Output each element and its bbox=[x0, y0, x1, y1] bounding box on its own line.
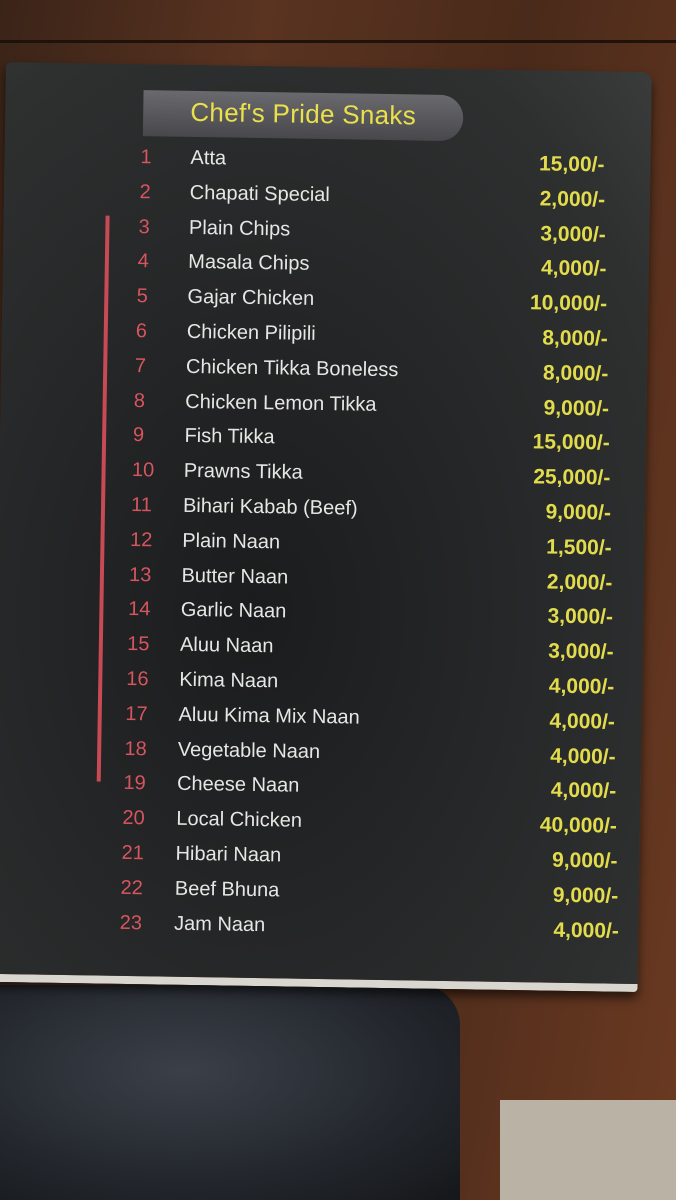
menu-item: 21 Hibari Naan 9,000/- bbox=[0, 840, 640, 880]
item-number: 16 bbox=[126, 667, 149, 691]
menu-item: 4 Masala Chips 4,000/- bbox=[3, 248, 649, 288]
item-name: Chapati Special bbox=[189, 181, 331, 206]
item-number: 23 bbox=[119, 911, 143, 934]
menu-item: 17 Aluu Kima Mix Naan 4,000/- bbox=[0, 701, 642, 741]
item-price: 2,000/- bbox=[546, 570, 613, 595]
menu-item: 8 Chicken Lemon Tikka 9,000/- bbox=[0, 388, 646, 428]
item-name: Jam Naan bbox=[173, 912, 266, 936]
item-number: 8 bbox=[133, 389, 146, 412]
item-number: 14 bbox=[128, 598, 151, 621]
item-price: 25,000/- bbox=[533, 465, 611, 490]
item-price: 1,500/- bbox=[546, 535, 612, 560]
item-name: Aluu Naan bbox=[179, 633, 274, 658]
item-number: 18 bbox=[124, 737, 147, 760]
item-name: Chicken Tikka Boneless bbox=[185, 355, 399, 381]
menu-item: 22 Beef Bhuna 9,000/- bbox=[0, 875, 639, 915]
item-price: 8,000/- bbox=[542, 326, 608, 351]
item-number: 12 bbox=[129, 528, 153, 552]
item-price: 4,000/- bbox=[550, 779, 617, 804]
menu-item: 11 Bihari Kabab (Beef) 9,000/- bbox=[0, 492, 645, 532]
item-number: 7 bbox=[134, 354, 147, 378]
menu-item: 3 Plain Chips 3,000/- bbox=[3, 214, 649, 254]
menu-item: 14 Garlic Naan 3,000/- bbox=[0, 596, 644, 636]
item-number: 19 bbox=[123, 772, 146, 795]
item-name: Plain Naan bbox=[182, 529, 281, 554]
item-price: 9,000/- bbox=[552, 883, 619, 908]
item-price: 3,000/- bbox=[548, 639, 614, 664]
menu-card: Chef's Pride Snaks 1 Atta 15,00/- 2 Chapati … bbox=[0, 62, 652, 993]
item-price: 15,00/- bbox=[538, 152, 605, 177]
menu-item: 2 Chapati Special 2,000/- bbox=[4, 179, 650, 219]
item-name: Cheese Naan bbox=[176, 773, 300, 798]
item-name: Plain Chips bbox=[188, 216, 291, 241]
item-price: 9,000/- bbox=[545, 500, 612, 525]
menu-item: 9 Fish Tikka 15,000/- bbox=[0, 422, 646, 462]
item-name: Chicken Lemon Tikka bbox=[185, 390, 377, 416]
item-number: 9 bbox=[132, 424, 145, 447]
item-price: 4,000/- bbox=[540, 256, 607, 281]
menu-item: 13 Butter Naan 2,000/- bbox=[0, 562, 644, 602]
item-number: 6 bbox=[135, 320, 148, 343]
title-banner: Chef's Pride Snaks bbox=[142, 90, 464, 142]
menu-item: 5 Gajar Chicken 10,000/- bbox=[2, 283, 648, 323]
item-number: 11 bbox=[130, 494, 152, 517]
item-name: Chicken Pilipili bbox=[186, 320, 316, 345]
item-name: Garlic Naan bbox=[180, 599, 287, 623]
item-number: 13 bbox=[128, 563, 152, 586]
item-name: Bihari Kabab (Beef) bbox=[182, 494, 358, 520]
item-number: 20 bbox=[122, 807, 145, 830]
menu-item: 6 Chicken Pilipili 8,000/- bbox=[2, 318, 648, 358]
item-number: 1 bbox=[140, 146, 152, 169]
item-price: 9,000/- bbox=[551, 848, 618, 873]
item-name: Prawns Tikka bbox=[183, 460, 303, 484]
item-name: Fish Tikka bbox=[184, 425, 275, 449]
jeans-background bbox=[0, 985, 460, 1200]
item-price: 4,000/- bbox=[549, 709, 616, 734]
item-name: Masala Chips bbox=[188, 251, 310, 276]
item-price: 4,000/- bbox=[553, 918, 620, 943]
item-name: Gajar Chicken bbox=[187, 286, 315, 311]
item-number: 3 bbox=[138, 215, 150, 238]
menu-item: 19 Cheese Naan 4,000/- bbox=[0, 770, 641, 810]
item-price: 9,000/- bbox=[543, 396, 610, 421]
item-number: 22 bbox=[120, 876, 144, 900]
item-price: 2,000/- bbox=[539, 187, 606, 212]
menu-item: 7 Chicken Tikka Boneless 8,000/- bbox=[1, 353, 647, 393]
menu-item: 16 Kima Naan 4,000/- bbox=[0, 666, 642, 706]
item-number: 15 bbox=[127, 633, 150, 656]
item-price: 15,000/- bbox=[532, 430, 610, 455]
menu-item: 15 Aluu Naan 3,000/- bbox=[0, 631, 643, 671]
menu-item: 1 Atta 15,00/- bbox=[4, 144, 650, 184]
item-name: Vegetable Naan bbox=[177, 738, 321, 763]
item-price: 4,000/- bbox=[548, 674, 615, 699]
menu-item: 10 Prawns Tikka 25,000/- bbox=[0, 457, 646, 497]
item-name: Beef Bhuna bbox=[174, 877, 280, 902]
item-price: 8,000/- bbox=[542, 361, 609, 386]
item-number: 5 bbox=[136, 285, 149, 308]
menu-item: 23 Jam Naan 4,000/- bbox=[0, 909, 639, 949]
item-name: Kima Naan bbox=[179, 668, 279, 693]
item-price: 4,000/- bbox=[550, 744, 616, 769]
menu-item: 20 Local Chicken 40,000/- bbox=[0, 805, 640, 845]
item-price: 40,000/- bbox=[539, 813, 618, 838]
item-number: 17 bbox=[125, 702, 148, 726]
item-number: 10 bbox=[131, 459, 155, 482]
item-number: 4 bbox=[137, 250, 149, 273]
item-number: 21 bbox=[121, 841, 145, 865]
item-name: Aluu Kima Mix Naan bbox=[178, 703, 360, 729]
item-name: Local Chicken bbox=[176, 807, 303, 832]
item-price: 10,000/- bbox=[529, 291, 608, 316]
item-name: Atta bbox=[190, 146, 227, 170]
table-plank-seam bbox=[0, 40, 676, 43]
item-price: 3,000/- bbox=[547, 604, 614, 629]
item-number: 2 bbox=[139, 180, 151, 204]
item-name: Hibari Naan bbox=[175, 842, 282, 867]
item-name: Butter Naan bbox=[181, 564, 289, 589]
menu-title: Chef's Pride Snaks bbox=[190, 96, 417, 131]
floor-background bbox=[500, 1100, 676, 1200]
menu-item: 12 Plain Naan 1,500/- bbox=[0, 527, 645, 567]
item-price: 3,000/- bbox=[540, 222, 606, 247]
